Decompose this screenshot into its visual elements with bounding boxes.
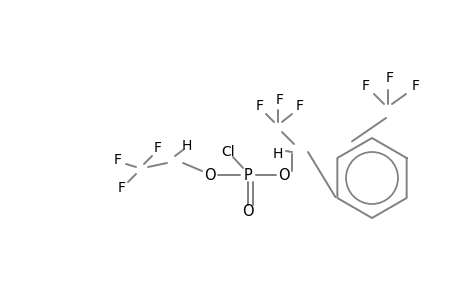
Text: F: F [256,99,263,113]
Text: F: F [114,153,122,167]
Text: H: H [272,147,283,161]
Text: H: H [181,139,192,153]
Text: F: F [361,79,369,93]
Text: Cl: Cl [221,145,234,159]
Text: O: O [241,205,253,220]
Text: F: F [295,99,303,113]
Text: F: F [118,181,126,195]
Text: F: F [275,93,283,107]
Text: F: F [154,141,162,155]
Text: F: F [411,79,419,93]
Text: F: F [385,71,393,85]
Text: O: O [204,167,215,182]
Text: O: O [278,167,289,182]
Text: P: P [243,167,252,182]
